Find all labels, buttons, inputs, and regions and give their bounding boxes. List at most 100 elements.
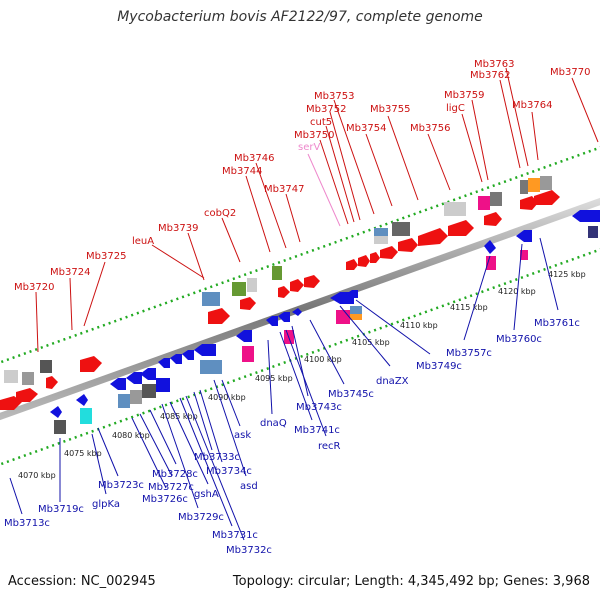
forward-gene-block[interactable] — [22, 372, 34, 385]
gene-label[interactable]: Mb3719c — [38, 504, 84, 515]
gene-label[interactable]: glpKa — [92, 499, 120, 510]
forward-gene-arrow[interactable] — [16, 388, 38, 402]
forward-gene-arrow[interactable] — [418, 228, 448, 246]
forward-gene-block[interactable] — [478, 196, 490, 210]
reverse-gene-arrow[interactable] — [266, 316, 278, 326]
gene-label[interactable]: Mb3743c — [296, 402, 342, 413]
gene-label[interactable]: recR — [318, 441, 341, 452]
forward-gene-arrow[interactable] — [370, 252, 380, 263]
forward-gene-block[interactable] — [374, 236, 388, 244]
forward-gene-block[interactable] — [520, 180, 528, 194]
forward-gene-arrow[interactable] — [290, 279, 304, 292]
gene-label[interactable]: ask — [234, 430, 251, 441]
reverse-gene-block[interactable] — [156, 378, 170, 392]
reverse-gene-block[interactable] — [350, 306, 362, 314]
forward-gene-block[interactable] — [444, 202, 466, 216]
gene-label[interactable]: Mb3729c — [178, 512, 224, 523]
forward-gene-block[interactable] — [4, 370, 18, 383]
reverse-gene-block[interactable] — [520, 250, 528, 260]
reverse-gene-block[interactable] — [486, 256, 496, 270]
reverse-gene-arrow[interactable] — [572, 210, 600, 222]
forward-gene-arrow[interactable] — [278, 286, 290, 298]
reverse-gene-arrow[interactable] — [194, 344, 216, 356]
reverse-gene-block[interactable] — [242, 346, 254, 362]
gene-label[interactable]: Mb3744 — [222, 166, 262, 177]
forward-gene-block[interactable] — [232, 282, 246, 296]
gene-label[interactable]: Mb3726c — [142, 494, 188, 505]
reverse-gene-arrow[interactable] — [236, 330, 252, 342]
gene-label[interactable]: Mb3757c — [446, 348, 492, 359]
gene-label[interactable]: Mb3723c — [98, 480, 144, 491]
reverse-gene-arrow[interactable] — [110, 378, 126, 390]
gene-label[interactable]: Mb3760c — [496, 334, 542, 345]
forward-gene-arrow[interactable] — [534, 190, 560, 205]
gene-label[interactable]: Mb3746 — [234, 153, 274, 164]
gene-label[interactable]: Mb3759 — [444, 90, 484, 101]
forward-gene-arrow[interactable] — [46, 376, 58, 389]
forward-gene-arrow[interactable] — [240, 297, 256, 310]
reverse-gene-block[interactable] — [588, 226, 598, 238]
gene-label[interactable]: Mb3749c — [416, 361, 462, 372]
gene-label[interactable]: Mb3725 — [86, 251, 126, 262]
gene-label[interactable]: Mb3752 — [306, 104, 346, 115]
forward-gene-arrow[interactable] — [380, 246, 398, 259]
gene-label[interactable]: asd — [240, 481, 258, 492]
gene-label[interactable]: Mb3713c — [4, 518, 50, 529]
gene-label[interactable]: Mb3732c — [226, 545, 272, 556]
reverse-gene-block[interactable] — [54, 420, 66, 434]
reverse-gene-block[interactable] — [350, 314, 362, 320]
reverse-gene-arrow[interactable] — [484, 240, 496, 254]
gene-label[interactable]: Mb3753 — [314, 91, 354, 102]
gene-label[interactable]: Mb3720 — [14, 282, 54, 293]
gene-label[interactable]: dnaZX — [376, 376, 409, 387]
forward-gene-arrow[interactable] — [358, 255, 370, 267]
gene-label[interactable]: gshA — [194, 489, 219, 500]
gene-label[interactable]: Mb3733c — [194, 452, 240, 463]
forward-gene-arrow[interactable] — [346, 259, 358, 270]
gene-label[interactable]: Mb3728c — [152, 469, 198, 480]
gene-label[interactable]: Mb3727c — [148, 482, 194, 493]
forward-gene-block[interactable] — [374, 228, 388, 236]
forward-gene-block[interactable] — [392, 222, 410, 236]
reverse-gene-arrow[interactable] — [50, 406, 62, 418]
reverse-gene-arrow[interactable] — [292, 308, 302, 316]
reverse-gene-arrow[interactable] — [140, 368, 156, 380]
forward-gene-block[interactable] — [202, 292, 220, 306]
forward-gene-arrow[interactable] — [520, 196, 538, 210]
reverse-gene-arrow[interactable] — [182, 350, 194, 360]
gene-label[interactable]: Mb3764 — [512, 100, 552, 111]
forward-gene-arrow[interactable] — [398, 238, 418, 252]
reverse-gene-arrow[interactable] — [158, 358, 170, 368]
gene-label[interactable]: Mb3756 — [410, 123, 450, 134]
reverse-gene-block[interactable] — [142, 384, 156, 398]
gene-label[interactable]: Mb3734c — [206, 466, 252, 477]
gene-label[interactable]: cobQ2 — [204, 208, 236, 219]
forward-gene-block[interactable] — [247, 278, 257, 292]
forward-gene-arrow[interactable] — [448, 220, 474, 236]
reverse-gene-arrow[interactable] — [170, 354, 182, 364]
gene-label[interactable]: Mb3731c — [212, 530, 258, 541]
forward-gene-arrow[interactable] — [304, 275, 320, 288]
forward-gene-arrow[interactable] — [80, 356, 102, 372]
gene-label[interactable]: ligC — [446, 103, 465, 114]
reverse-gene-arrow[interactable] — [346, 290, 358, 298]
forward-gene-block[interactable] — [540, 176, 552, 190]
reverse-gene-block[interactable] — [80, 408, 92, 424]
reverse-gene-arrow[interactable] — [76, 394, 88, 406]
gene-label[interactable]: Mb3763 — [474, 59, 514, 70]
gene-label[interactable]: Mb3745c — [328, 389, 374, 400]
gene-label[interactable]: Mb3761c — [534, 318, 580, 329]
gene-label[interactable]: Mb3750 — [294, 130, 334, 141]
gene-label[interactable]: Mb3724 — [50, 267, 90, 278]
gene-label[interactable]: Mb3754 — [346, 123, 386, 134]
gene-label[interactable]: dnaQ — [260, 418, 287, 429]
gene-label[interactable]: Mb3741c — [294, 425, 340, 436]
gene-label[interactable]: cut5 — [310, 117, 332, 128]
reverse-gene-block[interactable] — [118, 394, 130, 408]
reverse-gene-arrow[interactable] — [126, 372, 142, 384]
gene-label[interactable]: leuA — [132, 236, 154, 247]
forward-gene-arrow[interactable] — [208, 308, 230, 324]
gene-label[interactable]: Mb3739 — [158, 223, 198, 234]
forward-gene-block[interactable] — [40, 360, 52, 373]
forward-gene-block[interactable] — [528, 178, 540, 192]
